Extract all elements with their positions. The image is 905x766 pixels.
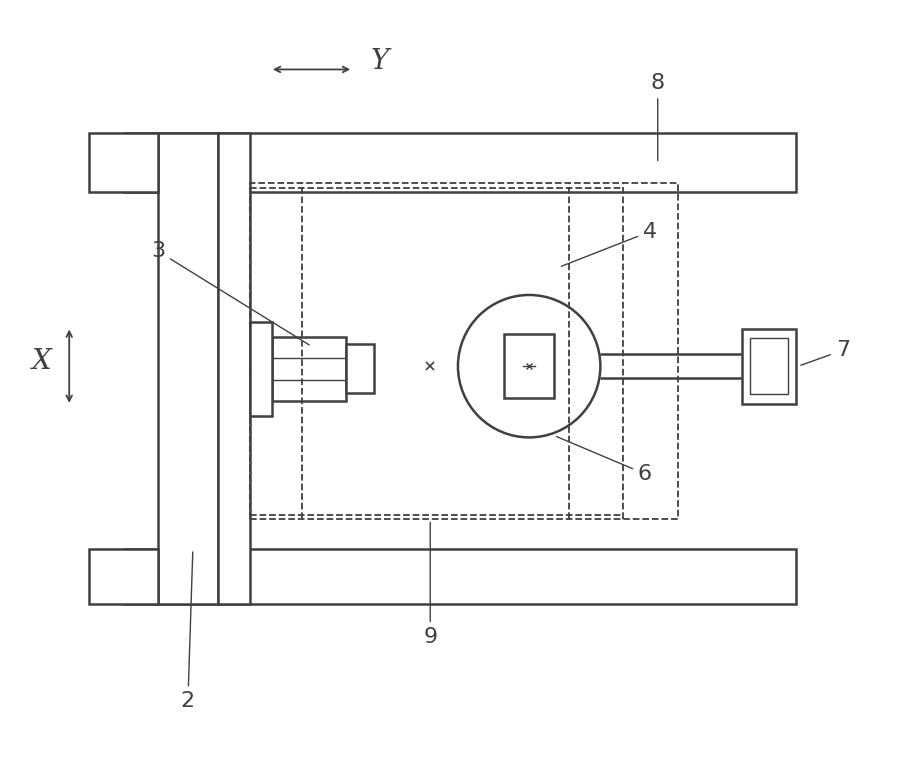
- Text: Y: Y: [371, 48, 389, 75]
- Bar: [124, 133, 796, 192]
- Bar: [504, 334, 554, 398]
- Bar: [272, 336, 347, 401]
- Bar: [347, 345, 374, 393]
- Bar: [250, 322, 272, 416]
- Bar: [250, 183, 678, 519]
- Bar: [217, 133, 250, 604]
- Circle shape: [458, 295, 600, 437]
- Text: 9: 9: [424, 522, 437, 647]
- Bar: [158, 133, 217, 604]
- Text: 6: 6: [557, 437, 653, 484]
- Text: X: X: [32, 348, 52, 375]
- Bar: [124, 549, 796, 604]
- Text: 8: 8: [651, 74, 665, 161]
- Text: 7: 7: [801, 340, 850, 365]
- Text: 2: 2: [181, 552, 195, 712]
- Text: 3: 3: [151, 241, 310, 345]
- Bar: [749, 339, 788, 394]
- Bar: [89, 549, 158, 604]
- Bar: [742, 329, 796, 404]
- Bar: [89, 133, 158, 192]
- Text: 4: 4: [561, 221, 657, 267]
